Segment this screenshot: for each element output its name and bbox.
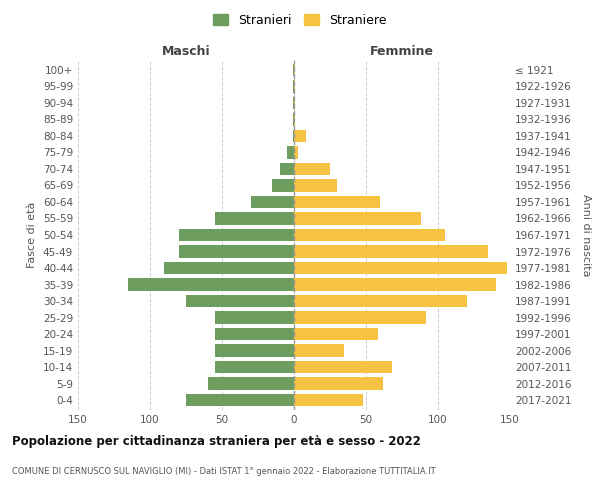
- Bar: [294, 163, 330, 175]
- Bar: [251, 196, 294, 208]
- Bar: [293, 80, 294, 92]
- Text: Popolazione per cittadinanza straniera per età e sesso - 2022: Popolazione per cittadinanza straniera p…: [12, 435, 421, 448]
- Y-axis label: Fasce di età: Fasce di età: [28, 202, 37, 268]
- Bar: [294, 328, 377, 340]
- Bar: [215, 361, 294, 374]
- Bar: [293, 64, 294, 76]
- Bar: [293, 96, 294, 109]
- Bar: [294, 229, 445, 241]
- Bar: [215, 212, 294, 224]
- Bar: [215, 328, 294, 340]
- Bar: [293, 130, 294, 142]
- Bar: [186, 295, 294, 307]
- Bar: [294, 212, 421, 224]
- Bar: [215, 312, 294, 324]
- Bar: [293, 113, 294, 126]
- Bar: [179, 246, 294, 258]
- Bar: [294, 146, 298, 158]
- Bar: [294, 113, 295, 126]
- Bar: [294, 344, 344, 357]
- Bar: [294, 80, 295, 92]
- Bar: [294, 130, 305, 142]
- Bar: [294, 378, 383, 390]
- Bar: [287, 146, 294, 158]
- Legend: Stranieri, Straniere: Stranieri, Straniere: [208, 8, 392, 32]
- Bar: [294, 246, 488, 258]
- Bar: [294, 262, 507, 274]
- Text: Maschi: Maschi: [161, 44, 211, 58]
- Bar: [294, 64, 295, 76]
- Bar: [294, 295, 467, 307]
- Bar: [186, 394, 294, 406]
- Bar: [208, 378, 294, 390]
- Bar: [294, 312, 427, 324]
- Bar: [179, 229, 294, 241]
- Bar: [294, 180, 337, 192]
- Text: COMUNE DI CERNUSCO SUL NAVIGLIO (MI) - Dati ISTAT 1° gennaio 2022 - Elaborazione: COMUNE DI CERNUSCO SUL NAVIGLIO (MI) - D…: [12, 468, 436, 476]
- Bar: [215, 344, 294, 357]
- Y-axis label: Anni di nascita: Anni di nascita: [581, 194, 591, 276]
- Bar: [280, 163, 294, 175]
- Text: Femmine: Femmine: [370, 44, 434, 58]
- Bar: [128, 278, 294, 290]
- Bar: [294, 361, 392, 374]
- Bar: [294, 96, 295, 109]
- Bar: [272, 180, 294, 192]
- Bar: [294, 196, 380, 208]
- Bar: [294, 278, 496, 290]
- Bar: [294, 394, 363, 406]
- Bar: [164, 262, 294, 274]
